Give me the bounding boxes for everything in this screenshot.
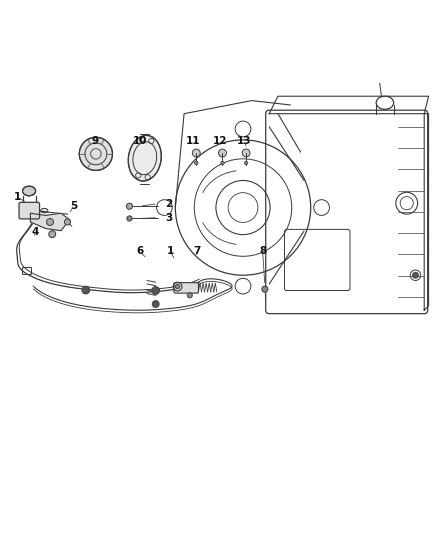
Ellipse shape — [22, 186, 35, 196]
Text: 12: 12 — [213, 136, 228, 146]
Bar — [21, 268, 31, 274]
Circle shape — [46, 219, 53, 225]
Text: 5: 5 — [71, 201, 78, 211]
Text: 10: 10 — [133, 136, 148, 146]
Circle shape — [49, 231, 56, 238]
Circle shape — [127, 203, 133, 209]
Circle shape — [262, 286, 268, 292]
Circle shape — [152, 301, 159, 308]
Text: 8: 8 — [259, 246, 266, 256]
FancyBboxPatch shape — [19, 203, 39, 219]
Circle shape — [244, 161, 248, 165]
Text: 6: 6 — [136, 246, 143, 256]
Circle shape — [221, 161, 224, 165]
Polygon shape — [30, 213, 70, 231]
Text: 13: 13 — [237, 136, 251, 146]
Circle shape — [82, 286, 90, 294]
FancyBboxPatch shape — [174, 282, 198, 293]
Text: 9: 9 — [91, 136, 98, 146]
Circle shape — [413, 272, 419, 278]
Text: 1: 1 — [14, 192, 21, 201]
Text: 1: 1 — [166, 246, 174, 256]
Circle shape — [175, 285, 180, 289]
Circle shape — [79, 138, 113, 171]
Text: 2: 2 — [165, 199, 173, 208]
Circle shape — [242, 149, 250, 157]
Text: 11: 11 — [186, 136, 200, 146]
Circle shape — [127, 216, 132, 221]
Circle shape — [194, 161, 198, 165]
Circle shape — [192, 149, 200, 157]
Text: 3: 3 — [165, 213, 173, 223]
Ellipse shape — [128, 135, 161, 181]
Circle shape — [64, 219, 71, 225]
Circle shape — [187, 293, 192, 298]
Text: 4: 4 — [31, 228, 39, 237]
Text: 7: 7 — [194, 246, 201, 256]
Circle shape — [152, 287, 159, 294]
Circle shape — [219, 149, 226, 157]
